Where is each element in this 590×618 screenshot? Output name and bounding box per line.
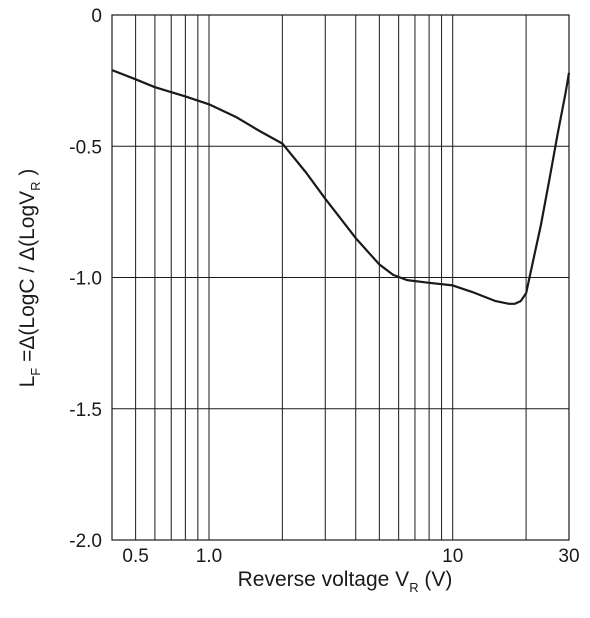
- x-axis-label: Reverse voltage VR (V): [238, 568, 453, 595]
- x-tick-label: 10: [442, 546, 463, 567]
- series-group: [111, 69, 571, 305]
- y-tick-label: -2.0: [69, 531, 102, 552]
- x-axis-label-unit: (V): [419, 568, 453, 591]
- y-axis-label-part-3: R: [28, 181, 43, 190]
- y-axis-label-part-0: L: [16, 376, 39, 388]
- x-tick-labels: 0.5 1.0 10 30: [122, 546, 579, 567]
- y-axis-label: LF =Δ(LogC / Δ(LogVR ): [16, 169, 43, 388]
- x-axis-label-main: Reverse voltage V: [238, 568, 410, 591]
- grid: [111, 14, 570, 541]
- y-axis-label-part-1: F: [28, 368, 43, 376]
- y-tick-label: 0: [91, 6, 102, 27]
- plot-frame: [111, 14, 570, 541]
- x-tick-label: 0.5: [122, 546, 148, 567]
- x-tick-label: 1.0: [196, 546, 222, 567]
- y-axis-label-part-4: ): [16, 169, 39, 182]
- y-tick-label: -0.5: [69, 137, 102, 158]
- series-line: [111, 69, 571, 305]
- y-tick-labels: 0 -0.5 -1.0 -1.5 -2.0: [69, 6, 102, 552]
- y-tick-label: -1.5: [69, 400, 102, 421]
- x-tick-label: 30: [558, 546, 579, 567]
- x-axis-label-subscript: R: [409, 580, 418, 595]
- y-tick-label: -1.0: [69, 269, 102, 290]
- y-axis-label-part-2: =Δ(LogC / Δ(LogV: [16, 191, 39, 368]
